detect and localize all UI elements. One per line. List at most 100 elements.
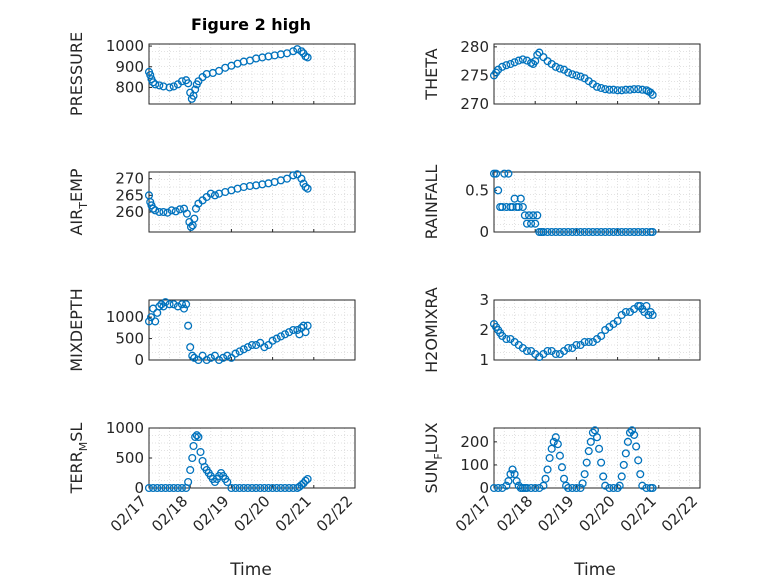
data-point [227,353,236,362]
data-point [642,301,651,311]
data-point [268,336,277,345]
subplot-mixdepth: 0 500 1000 MIXDEPTH [67,288,356,372]
data-point [264,483,273,493]
data-point [539,53,548,62]
y-tick-label: 275 [460,66,489,84]
data-point [592,82,602,91]
data-point [149,204,158,213]
data-point [638,227,647,237]
x-tick-label: 02/19 [189,492,232,535]
data-point [264,340,273,350]
y-tick-label: 1000 [106,37,144,55]
subplot-pressure: 800 900 1000 PRESSURE [67,32,356,116]
data-point [223,351,232,360]
data-point [557,463,567,472]
y-tick-label: 500 [115,330,144,348]
data-point [599,472,608,481]
y-tick-label: 900 [115,58,144,76]
data-point [580,337,589,347]
y-axis-label-rest: SL [67,423,86,442]
data-point [621,227,630,237]
data-point [520,211,529,220]
y-tick-label: 2 [479,321,489,339]
data-point [568,483,577,493]
data-point [227,483,236,493]
y-tick-label: 0 [479,479,489,497]
data-point [146,70,155,80]
data-point [498,202,507,212]
data-point [634,227,643,237]
data-point [580,470,589,479]
data-point [609,227,618,237]
data-point [597,83,606,93]
y-axis-label-main: RAINFALL [422,165,441,240]
x-tick-label: 02/21 [617,492,660,535]
data-point [219,353,228,362]
data-point [506,59,515,69]
y-axis-label-main: H2OMIXRA [422,287,441,373]
x-tick-label: 02/21 [272,492,315,535]
data-point [247,483,257,493]
data-point [522,346,532,356]
data-point [605,85,614,94]
y-axis-label-main: TERR [67,451,86,494]
data-point [303,321,312,330]
data-point [522,56,532,65]
data-point [646,88,655,97]
data-point [268,483,277,493]
data-point [169,82,178,91]
data-point [584,227,593,237]
data-point [144,483,154,493]
data-point [586,437,595,446]
data-point [177,300,187,309]
data-point [572,71,581,80]
data-point [494,483,503,493]
subplot-theta: 270 275 280 THETA [422,38,701,113]
data-point [188,453,197,463]
data-point [206,189,215,198]
data-point [502,61,511,70]
data-point [613,227,622,237]
data-point [617,227,626,237]
data-point [605,227,614,237]
data-point [190,214,199,223]
data-point [149,78,158,87]
data-point [533,211,542,220]
y-axis-label: TERRMSL [67,423,90,495]
x-tick-label: 02/20 [575,492,618,535]
data-point [171,207,180,216]
data-point [157,300,166,309]
data-point [498,483,507,493]
y-axis-label-rest: EMP [67,168,86,202]
data-point [157,483,166,493]
data-point [539,481,548,490]
data-point [621,307,630,317]
x-tick-label: 02/18 [148,492,191,535]
data-point [297,174,306,183]
data-point [186,465,195,475]
data-point [545,453,554,463]
y-tick-label: 280 [460,38,489,56]
y-axis-label: H2OMIXRA [422,287,441,373]
data-point [547,227,556,237]
y-axis-label-main: SUN [422,460,441,494]
data-point [564,227,573,237]
data-point [161,298,170,307]
data-point [516,194,525,203]
data-point [301,182,310,192]
y-tick-label: 260 [115,203,144,221]
y-tick-label: 100 [460,456,489,474]
data-point [177,483,187,493]
data-point [527,219,536,228]
data-point [303,474,312,484]
data-point [165,483,174,493]
axes-box [148,171,356,233]
data-point [223,477,232,487]
data-point [289,171,298,180]
data-point [239,345,248,354]
data-point [175,205,184,214]
data-point [285,328,294,337]
x-tick-label: 02/19 [534,492,577,535]
